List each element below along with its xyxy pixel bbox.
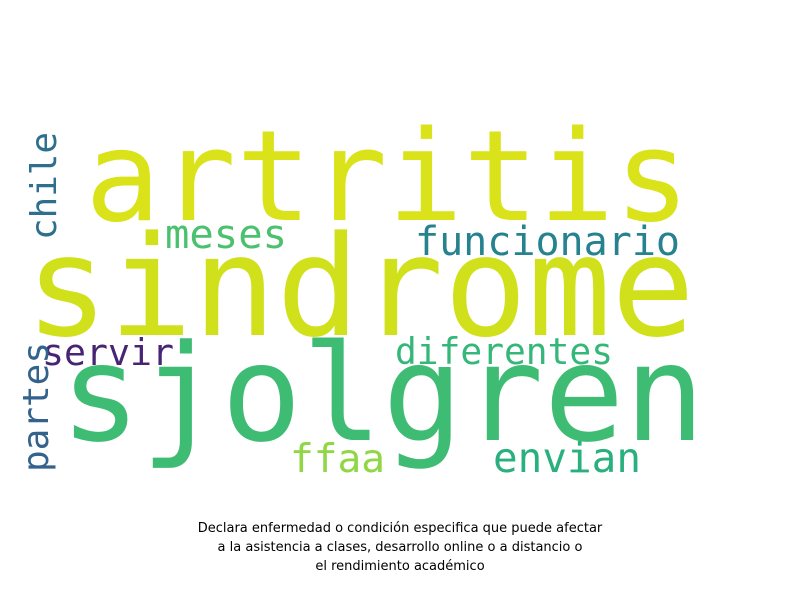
word-funcionario: funcionario (415, 219, 680, 265)
word-diferentes: diferentes (395, 330, 613, 373)
chart-caption: Declara enfermedad o condición especific… (100, 519, 700, 576)
word-chile: chile (24, 132, 65, 240)
caption-line-2: a la asistencia a clases, desarrollo onl… (217, 540, 583, 555)
word-sindrome: sindrome (25, 206, 695, 368)
word-meses: meses (165, 210, 287, 258)
word-sjolgren: sjolgren (60, 316, 705, 472)
caption-line-1: Declara enfermedad o condición especific… (197, 521, 603, 536)
word-artritis: artritis (85, 103, 690, 250)
word-envian: envian (493, 434, 641, 482)
word-partes: partes (16, 342, 57, 472)
caption-line-3: el rendimiento académico (315, 559, 485, 574)
word-servir: servir (42, 331, 174, 374)
word-ffaa: ffaa (290, 436, 385, 482)
